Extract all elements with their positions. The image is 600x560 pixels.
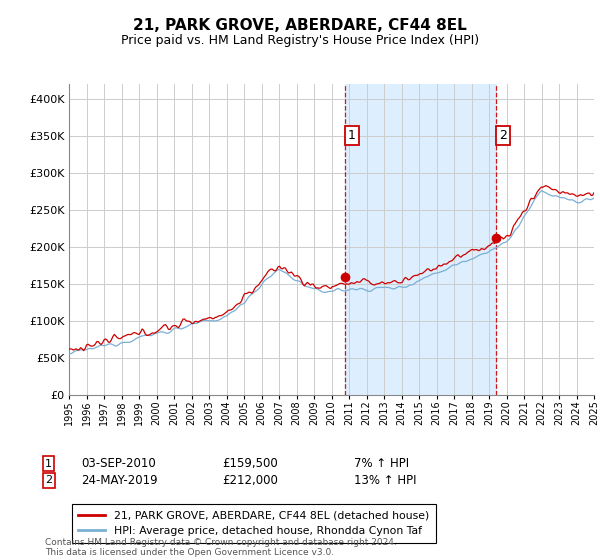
Text: 21, PARK GROVE, ABERDARE, CF44 8EL: 21, PARK GROVE, ABERDARE, CF44 8EL <box>133 18 467 34</box>
Text: Price paid vs. HM Land Registry's House Price Index (HPI): Price paid vs. HM Land Registry's House … <box>121 34 479 46</box>
Text: 03-SEP-2010: 03-SEP-2010 <box>81 457 156 470</box>
Text: Contains HM Land Registry data © Crown copyright and database right 2024.
This d: Contains HM Land Registry data © Crown c… <box>45 538 397 557</box>
Text: 13% ↑ HPI: 13% ↑ HPI <box>354 474 416 487</box>
Legend: 21, PARK GROVE, ABERDARE, CF44 8EL (detached house), HPI: Average price, detache: 21, PARK GROVE, ABERDARE, CF44 8EL (deta… <box>72 505 436 543</box>
Text: 2: 2 <box>499 129 507 142</box>
Text: 24-MAY-2019: 24-MAY-2019 <box>81 474 158 487</box>
Text: 1: 1 <box>45 459 52 469</box>
Bar <box>344 84 496 395</box>
Text: 7% ↑ HPI: 7% ↑ HPI <box>354 457 409 470</box>
Text: 2: 2 <box>45 475 52 486</box>
Text: 1: 1 <box>348 129 356 142</box>
Text: £212,000: £212,000 <box>222 474 278 487</box>
Text: £159,500: £159,500 <box>222 457 278 470</box>
